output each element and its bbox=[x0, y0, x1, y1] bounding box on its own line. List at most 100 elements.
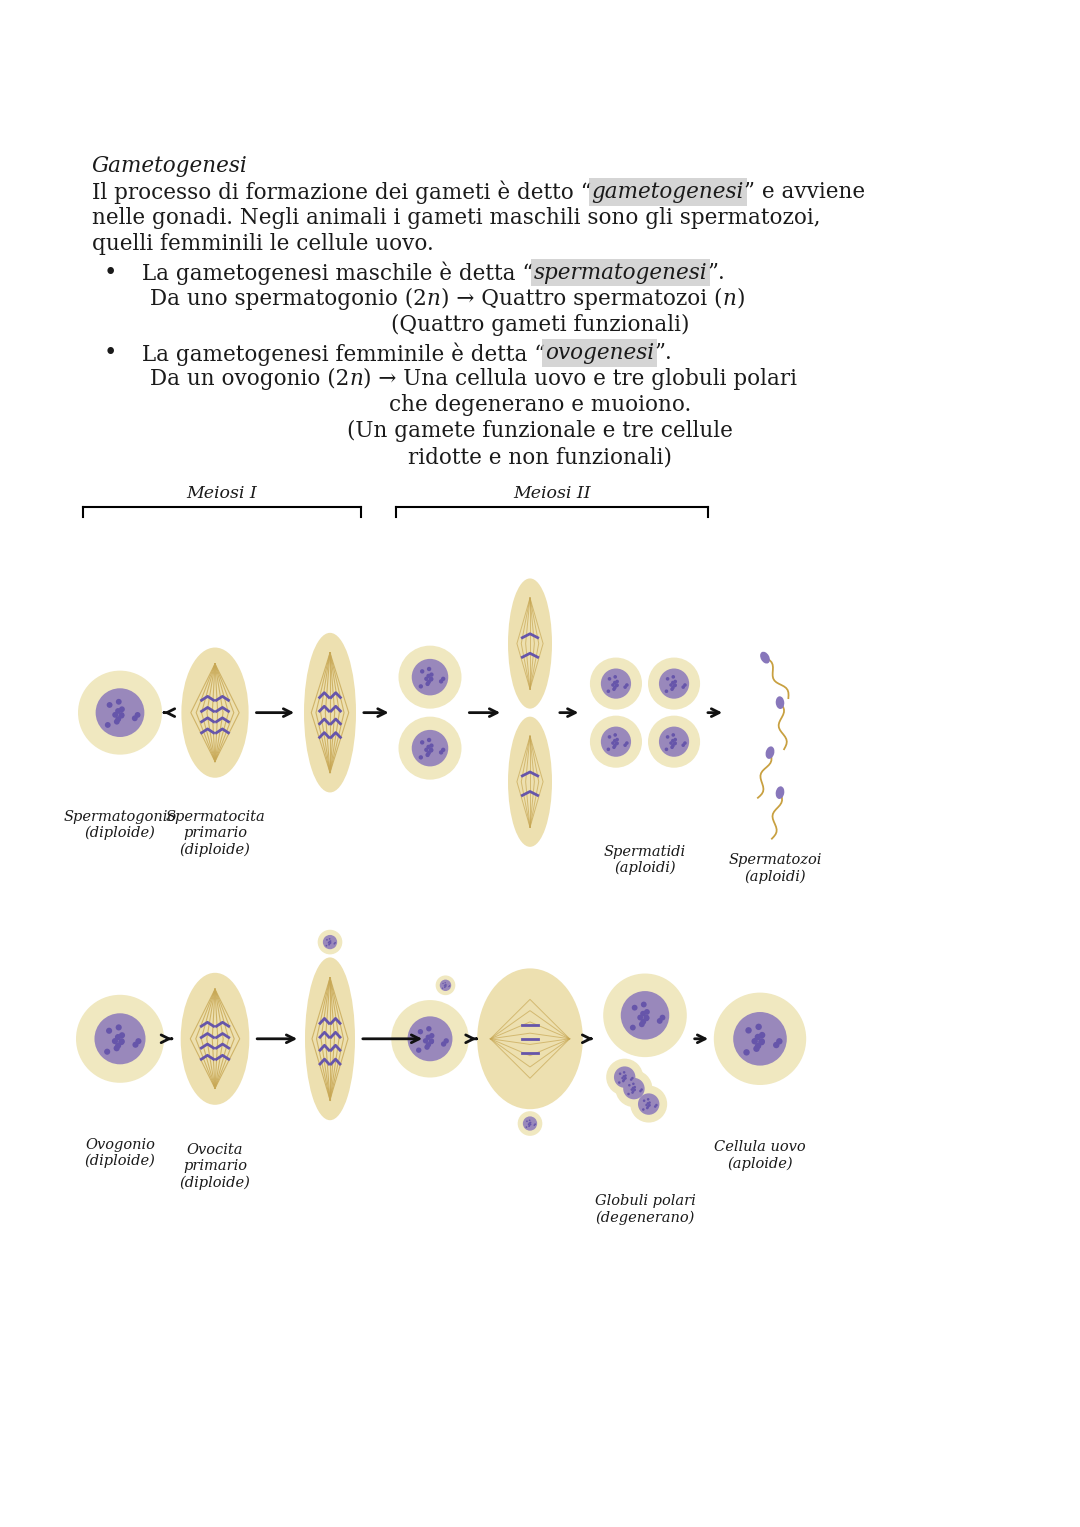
Circle shape bbox=[629, 1084, 631, 1087]
Circle shape bbox=[659, 669, 689, 699]
Circle shape bbox=[625, 683, 629, 687]
Circle shape bbox=[107, 702, 112, 709]
Text: ) → Una cellula uovo e tre globuli polari: ) → Una cellula uovo e tre globuli polar… bbox=[363, 368, 797, 391]
Circle shape bbox=[318, 930, 342, 954]
Circle shape bbox=[440, 980, 451, 991]
Circle shape bbox=[645, 1104, 648, 1107]
Circle shape bbox=[427, 1026, 432, 1031]
Circle shape bbox=[633, 1089, 636, 1092]
Text: n: n bbox=[427, 287, 441, 310]
Circle shape bbox=[621, 1077, 624, 1080]
Circle shape bbox=[755, 1043, 761, 1049]
Circle shape bbox=[426, 1035, 431, 1040]
Circle shape bbox=[429, 1032, 434, 1038]
Circle shape bbox=[94, 1014, 146, 1064]
Circle shape bbox=[670, 741, 673, 745]
Circle shape bbox=[528, 1124, 529, 1125]
Circle shape bbox=[116, 1043, 121, 1049]
Circle shape bbox=[639, 1022, 645, 1028]
Circle shape bbox=[622, 1078, 625, 1081]
Circle shape bbox=[671, 744, 675, 748]
Circle shape bbox=[759, 1032, 766, 1038]
Circle shape bbox=[631, 1089, 633, 1090]
Circle shape bbox=[78, 670, 162, 754]
Ellipse shape bbox=[775, 696, 784, 709]
Text: ridotte e non funzionali): ridotte e non funzionali) bbox=[408, 446, 672, 469]
Circle shape bbox=[606, 1058, 644, 1095]
Circle shape bbox=[612, 745, 616, 750]
Circle shape bbox=[638, 1093, 660, 1115]
Circle shape bbox=[427, 738, 431, 742]
Circle shape bbox=[438, 750, 443, 754]
Ellipse shape bbox=[180, 973, 249, 1106]
Circle shape bbox=[607, 748, 610, 751]
Circle shape bbox=[607, 689, 610, 693]
Text: La gametogenesi maschile è detta “: La gametogenesi maschile è detta “ bbox=[141, 261, 534, 286]
Circle shape bbox=[441, 676, 445, 681]
Circle shape bbox=[429, 1038, 434, 1043]
Circle shape bbox=[426, 681, 430, 686]
Circle shape bbox=[640, 1019, 646, 1025]
Circle shape bbox=[632, 1087, 634, 1089]
Circle shape bbox=[647, 1106, 649, 1109]
Circle shape bbox=[419, 756, 423, 759]
Circle shape bbox=[673, 741, 677, 745]
Circle shape bbox=[755, 1023, 761, 1031]
Circle shape bbox=[673, 684, 677, 687]
Circle shape bbox=[76, 994, 164, 1083]
Circle shape bbox=[113, 719, 120, 725]
Circle shape bbox=[529, 1124, 531, 1125]
Circle shape bbox=[624, 1075, 626, 1077]
Circle shape bbox=[648, 1101, 651, 1104]
Circle shape bbox=[612, 687, 616, 692]
Text: spermatogenesi: spermatogenesi bbox=[534, 261, 707, 284]
Circle shape bbox=[328, 941, 330, 942]
Ellipse shape bbox=[775, 786, 784, 799]
Circle shape bbox=[600, 727, 631, 757]
Circle shape bbox=[671, 686, 675, 689]
Circle shape bbox=[427, 673, 431, 678]
Circle shape bbox=[630, 1078, 633, 1081]
Circle shape bbox=[608, 734, 611, 739]
Circle shape bbox=[419, 684, 423, 689]
Circle shape bbox=[646, 1107, 649, 1109]
Text: Da un ovogonio (2: Da un ovogonio (2 bbox=[150, 368, 349, 391]
Circle shape bbox=[427, 667, 431, 672]
Text: ovogenesi: ovogenesi bbox=[545, 342, 654, 365]
Circle shape bbox=[429, 676, 433, 681]
Circle shape bbox=[630, 1025, 636, 1031]
Circle shape bbox=[600, 669, 631, 699]
Text: Ovocita
primario
(diploide): Ovocita primario (diploide) bbox=[179, 1142, 251, 1190]
Circle shape bbox=[613, 739, 617, 742]
Circle shape bbox=[590, 716, 642, 768]
Circle shape bbox=[517, 1112, 542, 1136]
Circle shape bbox=[624, 1077, 626, 1080]
Circle shape bbox=[325, 945, 327, 947]
Text: Cellula uovo
(aploide): Cellula uovo (aploide) bbox=[714, 1141, 806, 1171]
Circle shape bbox=[424, 748, 429, 751]
Text: Meiosi II: Meiosi II bbox=[513, 486, 591, 502]
Circle shape bbox=[327, 942, 329, 944]
Circle shape bbox=[627, 1093, 630, 1095]
Ellipse shape bbox=[303, 632, 356, 793]
Circle shape bbox=[664, 689, 669, 693]
Circle shape bbox=[733, 1012, 787, 1066]
Circle shape bbox=[623, 686, 626, 689]
Circle shape bbox=[399, 646, 461, 709]
Circle shape bbox=[133, 1041, 138, 1048]
Circle shape bbox=[334, 942, 335, 945]
Circle shape bbox=[328, 938, 330, 939]
Circle shape bbox=[616, 1070, 652, 1107]
Circle shape bbox=[613, 744, 617, 748]
Circle shape bbox=[329, 941, 332, 942]
Circle shape bbox=[671, 681, 675, 684]
Circle shape bbox=[624, 1077, 626, 1080]
Circle shape bbox=[613, 681, 617, 684]
Circle shape bbox=[639, 1090, 642, 1092]
Circle shape bbox=[335, 942, 336, 944]
Circle shape bbox=[673, 683, 677, 687]
Circle shape bbox=[441, 1041, 446, 1046]
Circle shape bbox=[611, 683, 615, 687]
Circle shape bbox=[647, 1098, 649, 1101]
Circle shape bbox=[631, 1077, 634, 1080]
